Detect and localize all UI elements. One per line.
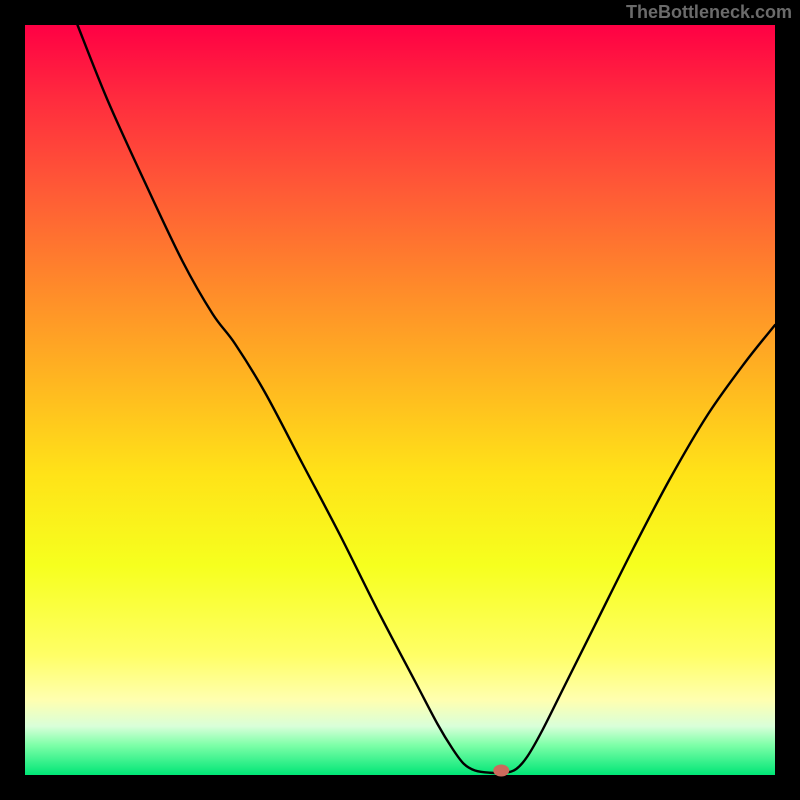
gradient-background bbox=[25, 25, 775, 775]
bottleneck-chart bbox=[0, 0, 800, 800]
minimum-marker bbox=[493, 765, 509, 777]
chart-container: TheBottleneck.com bbox=[0, 0, 800, 800]
watermark-text: TheBottleneck.com bbox=[626, 2, 792, 23]
